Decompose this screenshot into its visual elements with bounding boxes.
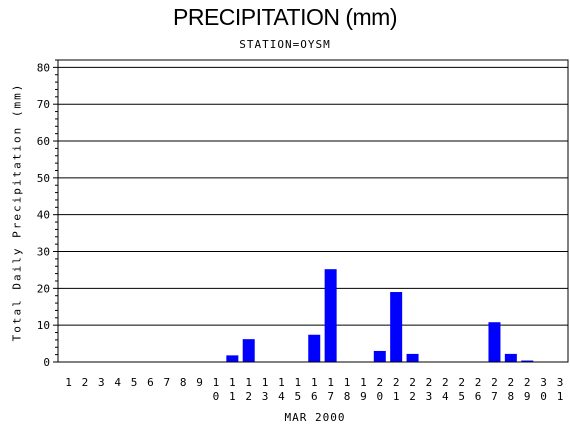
bar-day-17 — [324, 269, 337, 362]
bar-day-20 — [373, 350, 386, 362]
x-tick-label-2: 2 — [82, 376, 89, 389]
bar-day-28 — [504, 353, 517, 362]
y-tick-label-60: 60 — [37, 135, 50, 148]
bar-day-22 — [406, 353, 419, 362]
x-tick-label-8: 8 — [180, 376, 187, 389]
y-tick-label-70: 70 — [37, 98, 50, 111]
bar-day-27 — [488, 322, 501, 362]
chart-subtitle: STATION=OYSM — [239, 38, 331, 51]
x-axis-label: MAR 2000 — [284, 411, 346, 424]
chart-title: PRECIPITATION (mm) — [173, 4, 397, 30]
y-tick-label-20: 20 — [37, 282, 50, 295]
plot-frame — [57, 59, 569, 363]
y-tick-label-10: 10 — [37, 319, 50, 332]
bar-day-11 — [226, 355, 239, 362]
y-tick-label-0: 0 — [43, 356, 50, 369]
bar-day-12 — [242, 339, 255, 362]
y-tick-label-80: 80 — [37, 61, 50, 74]
y-tick-label-50: 50 — [37, 172, 50, 185]
bar-day-21 — [390, 292, 403, 362]
x-tick-label-7: 7 — [163, 376, 170, 389]
x-tick-label-6: 6 — [147, 376, 154, 389]
x-tick-label-4: 4 — [114, 376, 121, 389]
bar-day-16 — [308, 334, 321, 362]
y-tick-label-30: 30 — [37, 246, 50, 259]
y-tick-label-40: 40 — [37, 209, 50, 222]
bar-day-29 — [521, 360, 534, 362]
x-tick-label-5: 5 — [131, 376, 138, 389]
x-tick-label-3: 3 — [98, 376, 105, 389]
x-tick-label-1: 1 — [65, 376, 72, 389]
x-tick-label-9: 9 — [196, 376, 203, 389]
